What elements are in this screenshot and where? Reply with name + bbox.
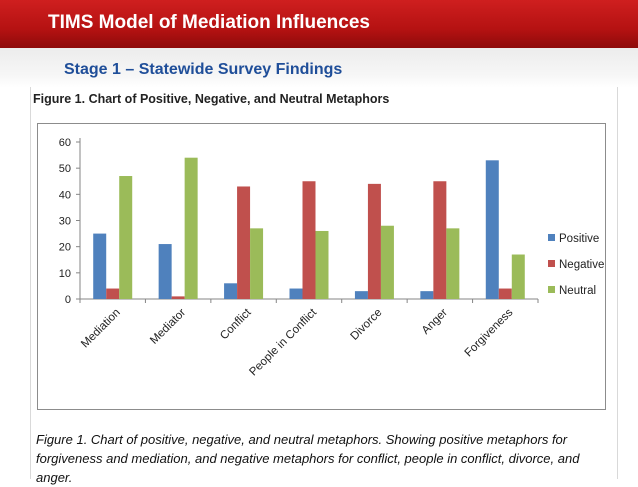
bar-negative-mediator: [171, 296, 185, 299]
bar-positive-divorce: [354, 291, 368, 299]
figure-caption: Figure 1. Chart of positive, negative, a…: [36, 432, 580, 485]
bar-negative-forgiveness: [498, 288, 512, 299]
header-gloss: [0, 48, 638, 88]
header-bar: TIMS Model of Mediation Influences: [0, 0, 638, 48]
bar-positive-anger: [420, 291, 434, 299]
chart-frame: 0 10 20 30 40 50 60 Mediation Mediator Conflict Pe…: [37, 123, 606, 410]
x-category-label: Mediator: [148, 307, 188, 347]
bar-negative-people-in-conflict: [302, 181, 316, 299]
y-tick-label: 10: [59, 268, 71, 280]
bar-neutral-divorce: [380, 225, 394, 299]
y-tick-label: 40: [59, 189, 71, 201]
x-category-label: People in Conflict: [247, 306, 319, 378]
x-category-label: Forgiveness: [463, 306, 516, 359]
bar-neutral-forgiveness: [511, 254, 525, 299]
bar-neutral-mediation: [119, 176, 133, 299]
bar-negative-conflict: [237, 186, 251, 299]
slide-subtitle: Stage 1 – Statewide Survey Findings: [64, 61, 343, 78]
bar-positive-forgiveness: [485, 160, 499, 299]
bar-positive-mediation: [93, 233, 107, 299]
legend-label-positive: Positive: [559, 233, 599, 245]
bar-neutral-mediator: [184, 157, 198, 299]
figure-heading: Figure 1. Chart of Positive, Negative, a…: [33, 92, 390, 106]
y-tick-label: 30: [59, 216, 71, 228]
x-category-label: Divorce: [348, 307, 384, 343]
bar-chart: 0 10 20 30 40 50 60 Mediation Mediator ConflictPe…: [59, 137, 605, 378]
bar-positive-conflict: [224, 283, 238, 299]
bar-neutral-anger: [446, 228, 460, 299]
bar-negative-divorce: [367, 183, 381, 299]
y-tick-label: 60: [59, 137, 71, 149]
x-category-label: Conflict: [218, 306, 254, 342]
bar-neutral-people-in-conflict: [315, 230, 329, 299]
bar-negative-mediation: [106, 288, 120, 299]
y-tick-label: 50: [59, 163, 71, 175]
bar-positive-mediator: [158, 244, 172, 299]
y-tick-label: 0: [65, 294, 71, 306]
legend-swatch-negative: [548, 260, 555, 267]
bar-positive-people-in-conflict: [289, 288, 303, 299]
legend-swatch-positive: [548, 234, 555, 241]
x-category-label: Anger: [420, 307, 450, 337]
legend-label-neutral: Neutral: [559, 285, 596, 297]
legend-swatch-neutral: [548, 286, 555, 293]
y-tick-label: 20: [59, 242, 71, 254]
bar-neutral-conflict: [250, 228, 264, 299]
legend-label-negative: Negative: [559, 259, 604, 271]
x-category-label: Mediation: [79, 307, 123, 351]
slide-title: TIMS Model of Mediation Influences: [48, 12, 370, 33]
bar-negative-anger: [433, 181, 447, 299]
